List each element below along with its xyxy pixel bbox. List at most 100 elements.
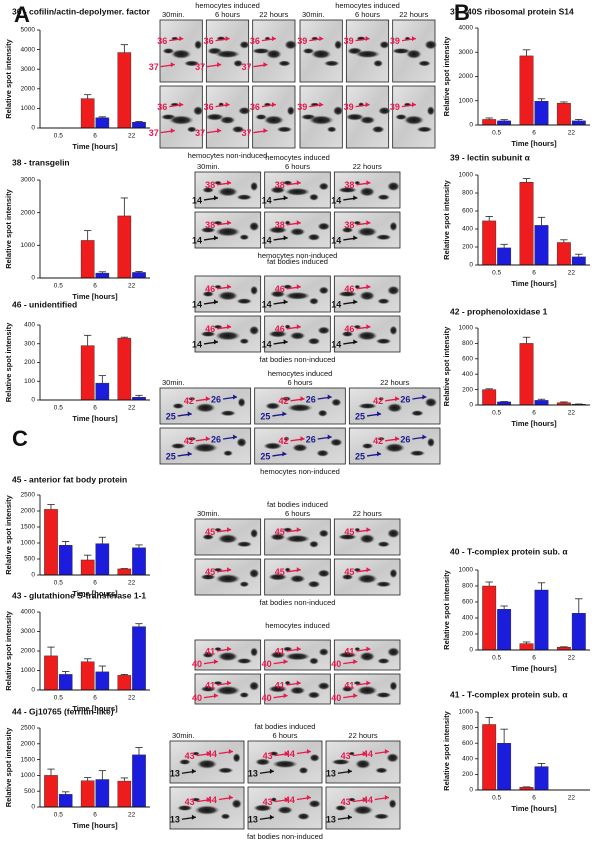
gel-arrowhead: [300, 396, 305, 402]
bar: [117, 52, 132, 129]
bar: [482, 119, 497, 126]
gel-spot: [355, 759, 371, 769]
gel-image: 45: [194, 518, 262, 556]
gel-top-label: hemocytes induced: [335, 1, 400, 10]
x-axis-label: Time [hours]: [72, 821, 118, 830]
gel-image: 45: [333, 518, 401, 556]
gel-spot: [268, 685, 288, 693]
gel-spot: [248, 221, 260, 232]
gel-spot: [192, 751, 200, 756]
bar: [519, 343, 534, 406]
y-axis-label: Relative spot intensity: [442, 569, 451, 649]
x-tick-label: 22: [568, 270, 576, 277]
gel-spot: [194, 805, 220, 815]
gel-spot: [298, 766, 309, 775]
gel-arrowhead: [362, 751, 367, 757]
gel-spot: [250, 285, 259, 296]
gel-spot: [318, 286, 329, 295]
error-bar: [84, 554, 92, 560]
bar: [519, 643, 534, 651]
y-tick-label: 0: [469, 122, 473, 129]
gel-spot: [217, 534, 239, 544]
gel-time-label: 22 hours: [380, 378, 409, 387]
bar: [44, 775, 58, 808]
gel-spot-label: 42: [373, 396, 383, 406]
gel-spot: [356, 685, 378, 696]
x-tick-label: 22: [568, 410, 576, 417]
bar: [482, 220, 497, 266]
gel-arrowhead: [347, 768, 352, 774]
x-tick-label: 6: [93, 133, 97, 140]
gel-image: 45: [264, 518, 331, 556]
bar: [117, 215, 132, 279]
gel-spot: [377, 298, 391, 305]
gel-spot: [389, 681, 398, 691]
gel-spot: [318, 529, 329, 538]
y-tick-label: 5000: [21, 27, 36, 34]
gel-spot-label: 45: [275, 527, 285, 537]
bar: [117, 780, 132, 808]
gel-spot: [168, 115, 194, 125]
gel-spot: [186, 126, 197, 133]
gel-image: 36 37: [195, 85, 251, 149]
gel-time-label: 6 hours: [272, 731, 297, 740]
gel-spot: [236, 541, 253, 548]
gel-spot: [200, 227, 216, 233]
gel-spot: [177, 805, 193, 811]
gel-bottom-label: fat bodies non-induced: [260, 598, 336, 607]
x-tick-label: 22: [568, 795, 576, 802]
gel-spot: [214, 50, 241, 59]
gel-spot-label: 13: [170, 815, 180, 825]
gel-spot-label: 45: [344, 567, 354, 577]
gel-spot-label: 45: [205, 567, 215, 577]
gel-arrowhead: [306, 795, 311, 800]
bar: [58, 545, 73, 576]
y-tick-label: 200: [462, 244, 473, 251]
gel-spot-label: 43: [263, 797, 273, 807]
gel-spot: [329, 438, 343, 447]
gel-spot: [373, 813, 390, 820]
gel-spot-label: 40: [331, 693, 341, 703]
y-tick-label: 200: [462, 386, 473, 393]
y-tick-label: 2000: [21, 741, 36, 748]
gel-spot-label: 45: [205, 527, 215, 537]
gel-arrowhead: [282, 451, 287, 457]
gel-spot: [251, 48, 271, 54]
bar: [44, 655, 58, 691]
gel-arrowhead: [283, 299, 288, 305]
gel-spot-label: 45: [344, 527, 354, 537]
gel-arrowhead: [353, 659, 358, 665]
gel-spot: [233, 59, 244, 67]
gel-top-label: fat bodies induced: [255, 722, 316, 731]
x-tick-label: 6: [93, 580, 97, 587]
error-bar: [120, 197, 128, 216]
y-tick-label: 400: [462, 615, 473, 622]
gel-arrowhead: [327, 394, 332, 400]
gel-arrowhead: [213, 235, 218, 241]
gel-spot-label: 14: [192, 339, 202, 349]
bar: [95, 671, 110, 691]
y-axis-label: Relative spot intensity: [442, 36, 451, 116]
gel-spot-label: 44: [285, 795, 295, 805]
y-tick-label: 2000: [21, 86, 36, 93]
gel-arrowhead: [366, 324, 371, 330]
gel-spot: [236, 437, 247, 448]
y-tick-label: 2000: [21, 508, 36, 515]
gel-spot-label: 14: [262, 339, 272, 349]
bar: [571, 613, 586, 651]
y-tick-label: 1000: [459, 172, 474, 179]
chart-title: 45 - anterior fat body protein: [12, 474, 127, 484]
gel-spot: [348, 751, 355, 756]
gel-spot-label: 13: [326, 815, 336, 825]
gel-arrowhead: [353, 693, 358, 699]
gel-spot: [308, 799, 321, 808]
gel-spot: [334, 805, 347, 811]
gel-spot: [387, 647, 400, 657]
gel-spot-label: 25: [166, 411, 176, 421]
gel-arrowhead: [422, 434, 427, 440]
gel-spot-label: 25: [166, 451, 176, 461]
gel-arrowhead: [422, 394, 427, 400]
